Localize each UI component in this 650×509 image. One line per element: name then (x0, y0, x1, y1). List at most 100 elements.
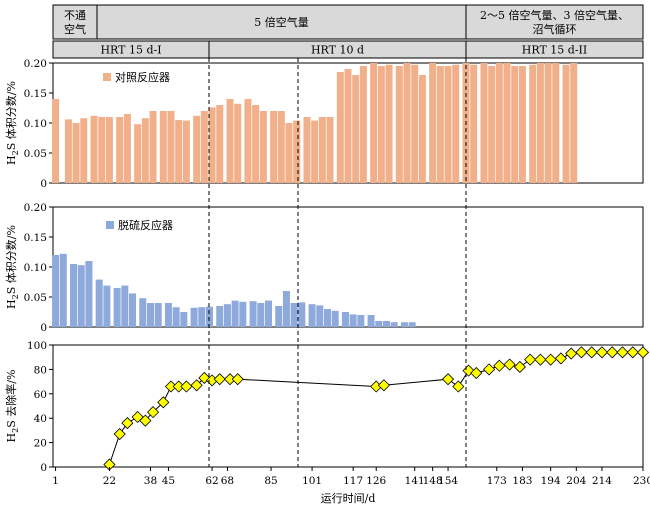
x-tick-label: 204 (566, 475, 586, 487)
bar (411, 64, 419, 183)
data-point (616, 346, 629, 359)
data-point (121, 417, 134, 430)
bar (182, 120, 190, 183)
data-point (231, 373, 244, 386)
data-point (565, 347, 578, 360)
bar (349, 314, 357, 327)
bar (226, 99, 234, 183)
x-tick-label: 85 (264, 475, 277, 487)
bar (252, 105, 260, 183)
y-tick-label: 0 (40, 462, 47, 474)
x-tick-label: 126 (366, 475, 386, 487)
bar (282, 291, 290, 327)
bar (146, 303, 154, 327)
condition-header-label: 2～5 倍空气量、3 倍空气量、 (480, 8, 629, 22)
x-axis-label: 运行时间/d (321, 492, 376, 505)
data-point (180, 380, 193, 393)
bar (503, 63, 511, 183)
data-point (213, 373, 226, 386)
bar (370, 63, 378, 183)
bar (429, 63, 437, 183)
y-tick-label: 100 (27, 340, 47, 352)
bar (154, 303, 162, 327)
bar (105, 117, 113, 183)
y-tick-label: 0.15 (24, 88, 47, 100)
bar (231, 300, 239, 327)
bar (90, 115, 98, 183)
bar (318, 117, 326, 183)
bar (52, 99, 60, 183)
x-tick-label: 173 (487, 475, 507, 487)
y-tick-label: 20 (34, 438, 47, 450)
bar (275, 306, 283, 327)
bar (418, 75, 426, 183)
x-tick-label: 214 (592, 475, 612, 487)
bar (116, 117, 124, 183)
hrt-header-label: HRT 15 d-II (522, 44, 587, 57)
bar (359, 66, 367, 183)
bar (293, 120, 301, 183)
condition-header-cell (96, 4, 467, 40)
bar (70, 264, 78, 327)
data-point (139, 414, 152, 427)
bar (308, 304, 316, 327)
bar (298, 302, 306, 327)
bar (113, 288, 121, 327)
bar (270, 111, 278, 183)
data-point (534, 353, 547, 366)
data-point (636, 346, 650, 359)
bar (77, 265, 85, 327)
bar (395, 66, 403, 183)
bar (400, 322, 408, 327)
bar (385, 64, 393, 183)
data-point (377, 379, 390, 392)
bar (200, 111, 208, 183)
data-point (503, 358, 516, 371)
bar (562, 64, 570, 183)
y-tick-label: 0.15 (24, 232, 47, 244)
bar (193, 115, 201, 183)
x-tick-label: 194 (541, 475, 561, 487)
bar (290, 303, 298, 327)
legend-swatch (103, 73, 111, 81)
data-point (513, 360, 526, 374)
bar (436, 66, 444, 183)
bar (198, 307, 206, 327)
bar (536, 63, 544, 183)
bar (167, 111, 175, 183)
bar (488, 66, 496, 183)
x-tick-label: 38 (144, 475, 157, 487)
bar (180, 312, 188, 327)
data-point (493, 359, 506, 372)
legend-label: 脱硫反应器 (118, 218, 173, 232)
x-tick-label: 183 (512, 475, 532, 487)
x-tick-label: 230 (633, 475, 650, 487)
data-point (157, 396, 170, 409)
legend-label: 对照反应器 (115, 70, 170, 84)
condition-header-cell (52, 4, 98, 40)
y-tick-label: 0 (40, 322, 47, 334)
y-axis-label: H2S 体积分数/% (4, 225, 20, 309)
data-point (190, 379, 203, 392)
bar (331, 310, 339, 327)
bar (244, 99, 252, 183)
bar (408, 322, 416, 327)
y-tick-label: 0.05 (24, 148, 47, 160)
bar (149, 111, 157, 183)
data-point (146, 406, 160, 419)
bar (341, 312, 349, 327)
bar (159, 111, 167, 183)
bar (511, 66, 519, 183)
bar (357, 315, 365, 327)
bar (249, 301, 257, 327)
y-tick-label: 0.10 (24, 262, 47, 274)
data-point (470, 366, 483, 380)
bar (552, 63, 560, 183)
condition-header-label: 5 倍空气量 (254, 15, 309, 29)
data-point (554, 352, 567, 365)
data-point (483, 363, 496, 376)
bar (64, 119, 72, 183)
bar (164, 303, 172, 327)
data-point (441, 373, 455, 386)
x-tick-label: 45 (162, 475, 175, 487)
